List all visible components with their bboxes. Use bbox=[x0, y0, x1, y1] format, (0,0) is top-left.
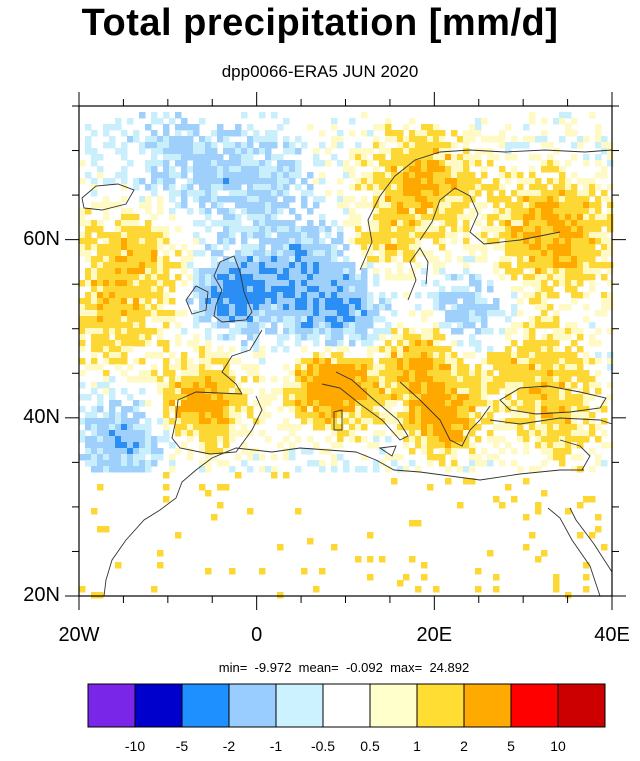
colorbar-swatch bbox=[275, 683, 324, 728]
colorbar-swatch bbox=[134, 683, 183, 728]
colorbar-label: -10 bbox=[124, 738, 146, 754]
colorbar-swatch bbox=[369, 683, 418, 728]
map-title: Total precipitation [mm/d] bbox=[81, 2, 559, 44]
colorbar-swatch bbox=[510, 683, 559, 728]
colorbar-label: -2 bbox=[222, 738, 236, 754]
colorbar-swatch bbox=[557, 683, 606, 728]
colorbar-swatch bbox=[181, 683, 230, 728]
colorbar-label: -0.5 bbox=[310, 738, 336, 754]
colorbar-label: 2 bbox=[460, 738, 468, 754]
colorbar-label: 0.5 bbox=[360, 738, 380, 754]
coastlines bbox=[81, 149, 613, 597]
colorbar-label: -5 bbox=[175, 738, 189, 754]
latitude-tick-label: 60N bbox=[23, 227, 60, 250]
longitude-tick-label: 20W bbox=[58, 624, 100, 646]
colorbar-label: 10 bbox=[550, 738, 566, 754]
colorbar-swatch bbox=[416, 683, 465, 728]
latitude-tick-label: 40N bbox=[23, 405, 60, 428]
colorbar-label: -1 bbox=[269, 738, 283, 754]
longitude-tick-label: 0 bbox=[251, 624, 263, 646]
colorbar-swatch bbox=[463, 683, 512, 728]
statistics-line: min= -9.972 mean= -0.092 max= 24.892 bbox=[218, 660, 470, 675]
colorbar-label: 5 bbox=[507, 738, 515, 754]
map-subtitle: dpp0066-ERA5 JUN 2020 bbox=[221, 62, 419, 81]
colorbar-swatch bbox=[87, 683, 136, 728]
longitude-tick-label: 40E bbox=[594, 624, 630, 646]
colorbar-label: 1 bbox=[413, 738, 421, 754]
colorbar-swatch bbox=[322, 683, 371, 728]
precipitation-field bbox=[79, 112, 614, 599]
latitude-tick-label: 20N bbox=[23, 584, 60, 606]
colorbar bbox=[87, 683, 606, 728]
colorbar-swatch bbox=[228, 683, 277, 728]
map-ticks bbox=[65, 92, 626, 610]
longitude-tick-label: 20E bbox=[416, 624, 453, 646]
